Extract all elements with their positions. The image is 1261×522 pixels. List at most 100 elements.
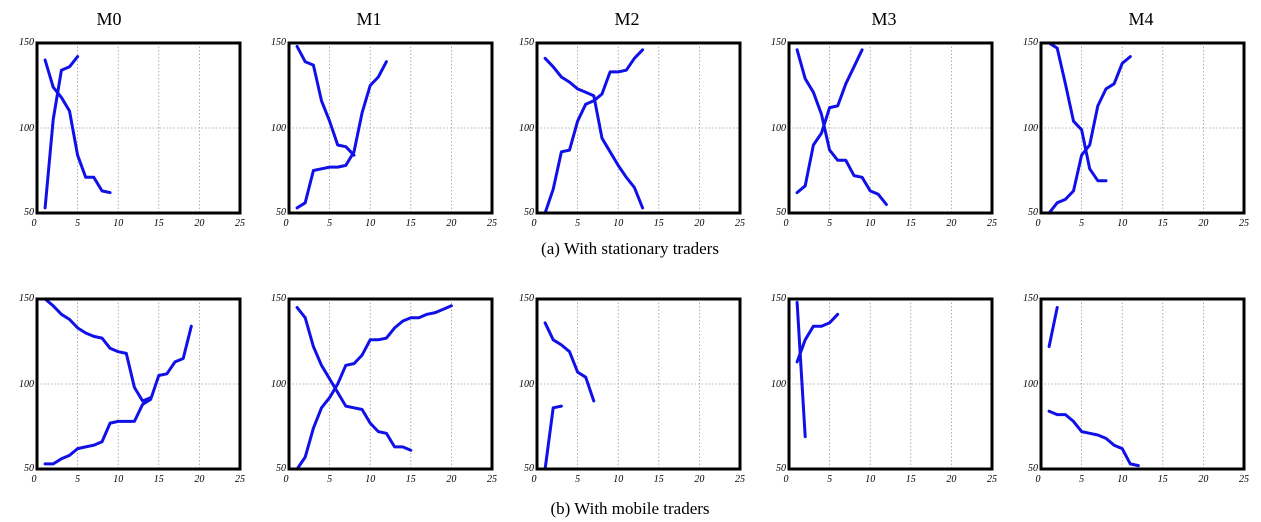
y-tick-label: 100	[19, 123, 34, 134]
x-tick-label: 20	[694, 474, 704, 485]
x-tick-label: 10	[113, 474, 123, 485]
x-tick-label: 10	[365, 474, 375, 485]
x-tick-label: 25	[1239, 474, 1249, 485]
x-tick-label: 5	[827, 218, 832, 229]
panel-a-4: 0 5 10 15 20 25 50 100 150	[1023, 37, 1249, 229]
series-line-1	[795, 48, 888, 206]
x-tick-label: 10	[865, 218, 875, 229]
x-tick-label: 10	[613, 474, 623, 485]
x-tick-label: 20	[946, 474, 956, 485]
series-line-1	[43, 297, 153, 403]
y-tick-label: 100	[771, 379, 786, 390]
plot-frame	[535, 297, 742, 471]
y-tick-label: 50	[776, 207, 786, 218]
y-tick-label: 100	[271, 123, 286, 134]
x-tick-label: 15	[654, 474, 664, 485]
series-line-2	[295, 60, 388, 210]
panel-b-2: 0 5 10 15 20 25 50 100 150	[519, 293, 745, 485]
y-tick-label: 150	[771, 37, 786, 48]
x-tick-label: 0	[532, 218, 537, 229]
y-tick-label: 150	[1023, 293, 1038, 304]
y-tick-label: 150	[19, 293, 34, 304]
x-tick-label: 0	[532, 474, 537, 485]
column-title-m3: M3	[871, 9, 896, 29]
plot-frame	[535, 41, 742, 215]
x-tick-label: 15	[406, 474, 416, 485]
plot-frame	[287, 297, 494, 471]
caption-b: (b) With mobile traders	[550, 499, 709, 518]
x-tick-label: 10	[865, 474, 875, 485]
y-tick-label: 150	[271, 37, 286, 48]
series-line-1	[1047, 41, 1108, 183]
x-tick-label: 15	[154, 218, 164, 229]
panel-b-3: 0 5 10 15 20 25 50 100 150	[771, 293, 997, 485]
x-tick-label: 0	[1036, 218, 1041, 229]
series-line-2	[43, 324, 193, 466]
y-tick-label: 50	[776, 463, 786, 474]
series-line-2	[43, 55, 80, 210]
column-title-m2: M2	[614, 9, 639, 29]
y-tick-label: 100	[1023, 123, 1038, 134]
plot-frame	[787, 297, 994, 471]
series-line-2	[543, 48, 645, 215]
x-tick-label: 20	[446, 218, 456, 229]
series-line-2	[1047, 55, 1132, 215]
x-tick-label: 20	[194, 218, 204, 229]
y-tick-label: 100	[1023, 379, 1038, 390]
panel-a-1: 0 5 10 15 20 25 50 100 150	[271, 37, 497, 229]
x-tick-label: 15	[906, 474, 916, 485]
series-line-1	[795, 300, 807, 439]
x-tick-label: 25	[735, 474, 745, 485]
y-tick-label: 50	[24, 207, 34, 218]
panel-a-2: 0 5 10 15 20 25 50 100 150	[519, 37, 745, 229]
y-tick-label: 50	[524, 463, 534, 474]
x-tick-label: 15	[1158, 218, 1168, 229]
x-tick-label: 25	[1239, 218, 1249, 229]
x-tick-label: 10	[365, 218, 375, 229]
plot-frame	[287, 41, 494, 215]
x-tick-label: 5	[75, 218, 80, 229]
x-tick-label: 15	[906, 218, 916, 229]
x-tick-label: 10	[1117, 474, 1127, 485]
x-tick-label: 0	[284, 218, 289, 229]
series-line-1	[1047, 306, 1059, 349]
y-tick-label: 100	[271, 379, 286, 390]
panel-b-4: 0 5 10 15 20 25 50 100 150	[1023, 293, 1249, 485]
series-line-2	[795, 312, 840, 364]
x-tick-label: 5	[575, 218, 580, 229]
x-tick-label: 15	[154, 474, 164, 485]
x-tick-label: 20	[1198, 474, 1208, 485]
plot-frame	[787, 41, 994, 215]
panel-a-0: 0 5 10 15 20 25 50 100 150	[19, 37, 245, 229]
x-tick-label: 0	[284, 474, 289, 485]
x-tick-label: 10	[113, 218, 123, 229]
y-tick-label: 100	[19, 379, 34, 390]
x-tick-label: 20	[194, 474, 204, 485]
x-tick-label: 25	[235, 218, 245, 229]
y-tick-label: 50	[276, 463, 286, 474]
y-tick-label: 50	[1028, 463, 1038, 474]
x-tick-label: 25	[487, 474, 497, 485]
y-tick-label: 150	[771, 293, 786, 304]
y-tick-label: 100	[519, 123, 534, 134]
x-tick-label: 0	[32, 474, 37, 485]
x-tick-label: 25	[987, 474, 997, 485]
x-tick-label: 15	[654, 218, 664, 229]
x-tick-label: 5	[75, 474, 80, 485]
x-tick-label: 0	[784, 474, 789, 485]
y-tick-label: 50	[1028, 207, 1038, 218]
caption-a: (a) With stationary traders	[541, 239, 719, 258]
x-tick-label: 20	[1198, 218, 1208, 229]
y-tick-label: 100	[771, 123, 786, 134]
series-line-1	[295, 44, 356, 157]
x-tick-label: 10	[1117, 218, 1127, 229]
column-title-m0: M0	[96, 9, 121, 29]
x-tick-label: 25	[235, 474, 245, 485]
series-line-1	[295, 306, 413, 452]
x-tick-label: 0	[1036, 474, 1041, 485]
x-tick-label: 15	[406, 218, 416, 229]
x-tick-label: 15	[1158, 474, 1168, 485]
y-tick-label: 50	[24, 463, 34, 474]
y-tick-label: 150	[519, 293, 534, 304]
